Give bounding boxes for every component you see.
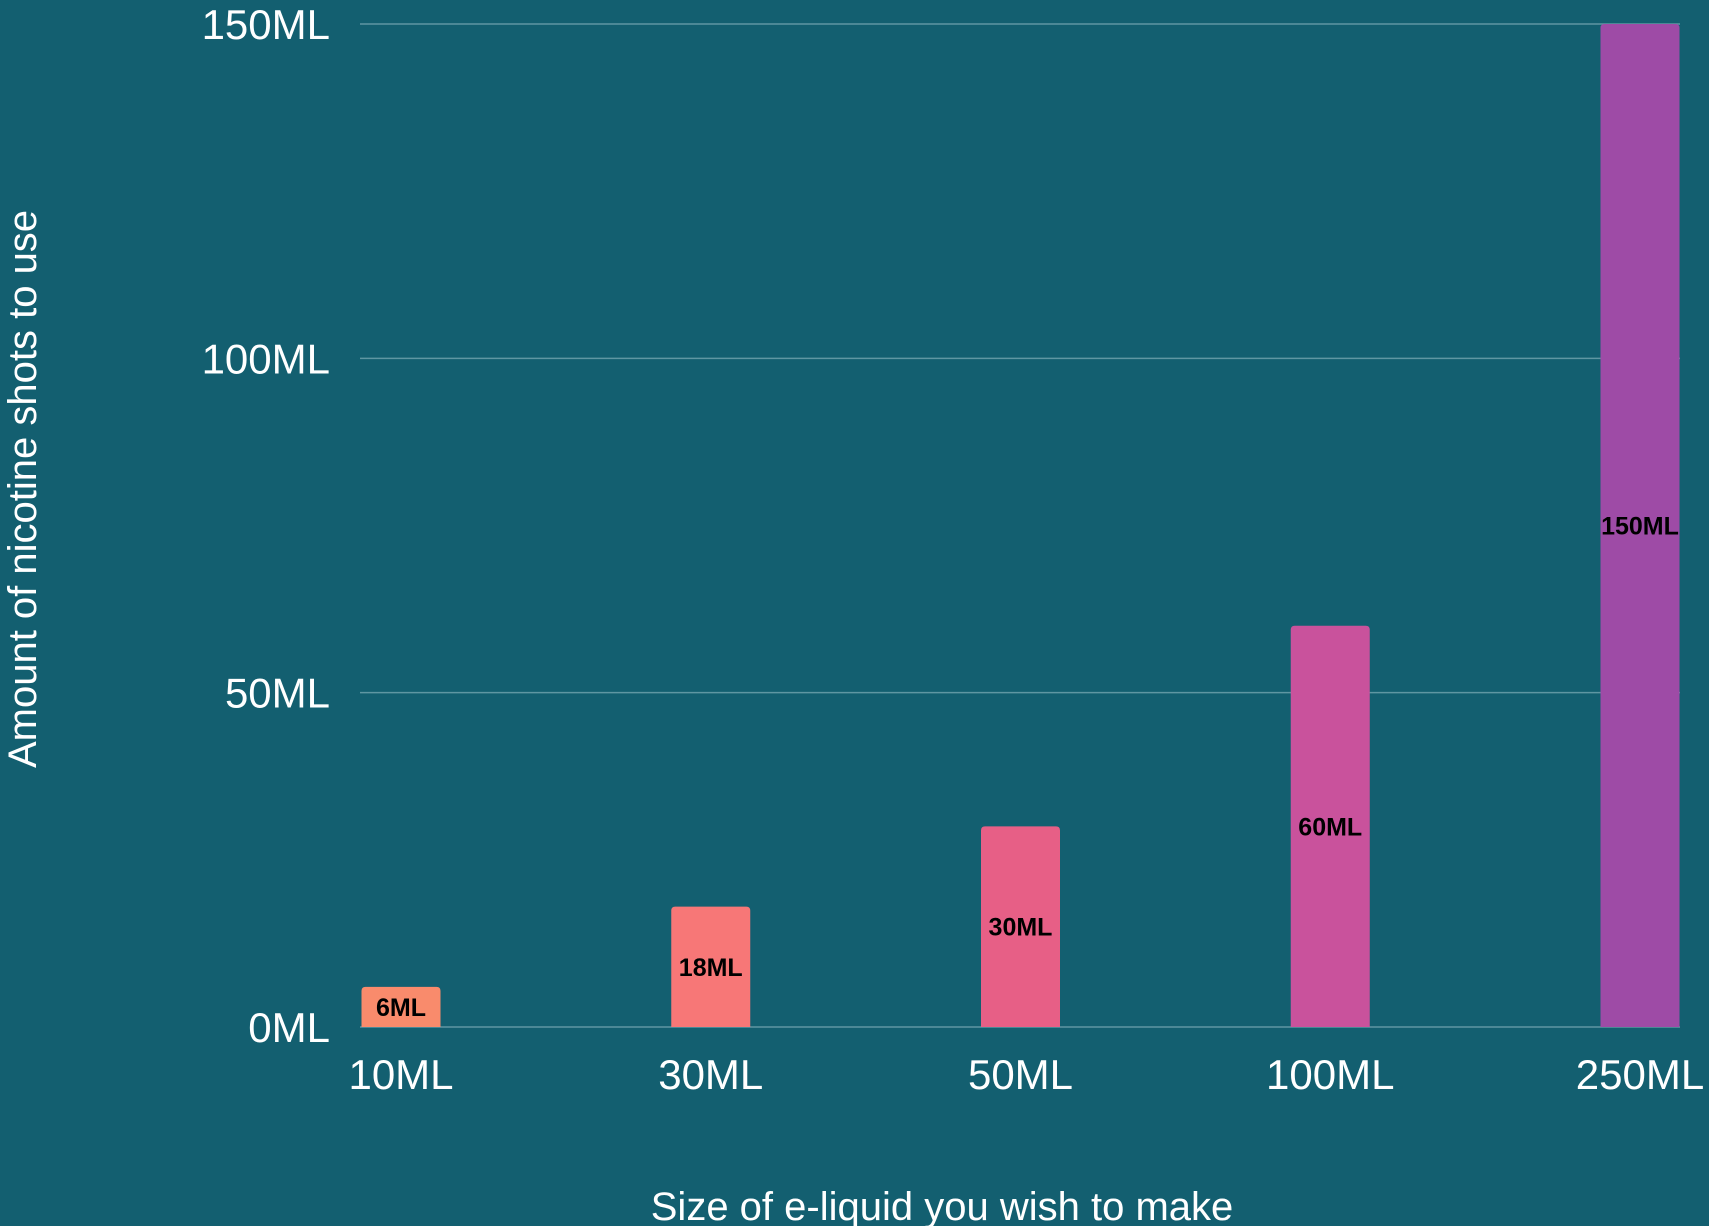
y-tick-label: 0ML bbox=[248, 1004, 330, 1051]
x-tick-label: 30ML bbox=[658, 1051, 763, 1098]
bars: 6ML 18ML 30ML 60ML 150ML bbox=[361, 24, 1680, 1027]
y-tick-label: 50ML bbox=[225, 670, 330, 717]
y-axis-ticks: 0ML 50ML 100ML 150ML bbox=[202, 1, 330, 1051]
x-tick-label: 100ML bbox=[1266, 1051, 1394, 1098]
bar bbox=[1290, 625, 1370, 1027]
bar-data-label: 6ML bbox=[376, 994, 426, 1022]
bar-data-label: 18ML bbox=[679, 954, 743, 982]
x-tick-label: 250ML bbox=[1576, 1051, 1704, 1098]
x-axis-ticks: 10ML 30ML 50ML 100ML 250ML bbox=[348, 1051, 1704, 1098]
bar bbox=[1600, 24, 1680, 1027]
bar bbox=[671, 906, 751, 1027]
x-axis-title: Size of e-liquid you wish to make bbox=[651, 1185, 1234, 1226]
bar-data-label: 150ML bbox=[1601, 513, 1679, 541]
y-axis-title: Amount of nicotine shots to use bbox=[1, 210, 45, 768]
bar bbox=[361, 986, 441, 1027]
bar-data-label: 60ML bbox=[1298, 813, 1362, 841]
x-tick-label: 10ML bbox=[348, 1051, 453, 1098]
bar-data-label: 30ML bbox=[989, 914, 1053, 942]
y-tick-label: 100ML bbox=[202, 335, 330, 382]
y-tick-label: 150ML bbox=[202, 1, 330, 48]
bar bbox=[981, 826, 1060, 1027]
x-tick-label: 50ML bbox=[968, 1051, 1073, 1098]
